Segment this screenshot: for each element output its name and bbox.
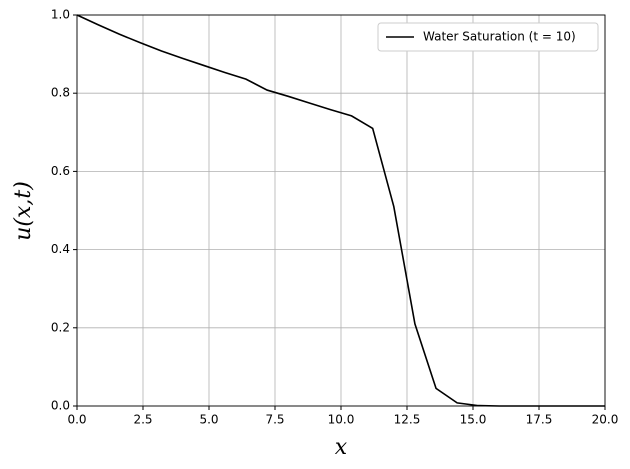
x-tick-label: 0.0 [67, 413, 86, 427]
x-tick-label: 12.5 [394, 413, 421, 427]
y-tick-label: 1.0 [51, 8, 70, 22]
x-tick-label: 15.0 [460, 413, 487, 427]
x-tick-label: 10.0 [328, 413, 355, 427]
y-tick-label: 0.2 [51, 320, 70, 334]
y-tick-label: 0.0 [51, 399, 70, 413]
y-tick-label: 0.6 [51, 164, 70, 178]
x-axis-label: x [335, 435, 348, 460]
y-tick-label: 0.8 [51, 86, 70, 100]
x-tick-label: 20.0 [592, 413, 619, 427]
x-tick-label: 7.5 [265, 413, 284, 427]
y-tick-label: 0.4 [51, 242, 70, 256]
y-axis-label: u(x,t) [11, 181, 36, 241]
x-tick-label: 2.5 [133, 413, 152, 427]
legend-label: Water Saturation (t = 10) [423, 30, 576, 44]
plot-frame [76, 14, 606, 407]
x-tick-label: 17.5 [526, 413, 553, 427]
legend-box [377, 22, 599, 52]
x-tick-label: 5.0 [199, 413, 218, 427]
